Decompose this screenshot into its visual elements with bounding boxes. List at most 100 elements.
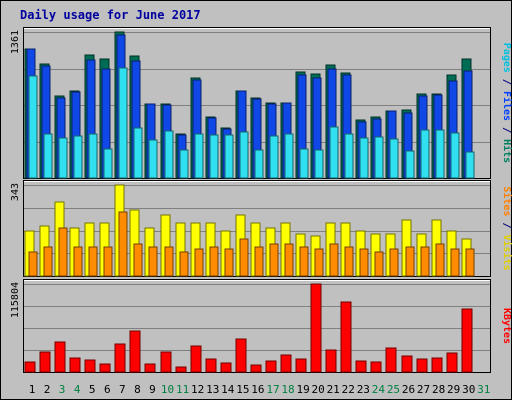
bar-bottom-kbytes-day-9	[144, 363, 156, 373]
bar-bottom-kbytes-day-13	[205, 358, 217, 373]
bar-middle-sites-day-3	[58, 227, 68, 277]
bar-middle-sites-day-29	[450, 248, 460, 277]
x-tick-label-day-6: 6	[104, 383, 111, 396]
bar-top-pages-day-15	[239, 131, 249, 179]
legend-text-top-1: /	[501, 73, 512, 91]
bar-bottom-kbytes-day-1	[24, 361, 36, 373]
x-tick-label-day-14: 14	[221, 383, 235, 396]
x-tick-label-day-31: 31	[477, 383, 490, 396]
bar-top-pages-day-24	[374, 136, 384, 179]
y-max-label-middle: 343	[10, 183, 21, 201]
bar-middle-sites-day-27	[420, 246, 430, 277]
bar-middle-sites-day-19	[299, 246, 309, 277]
bar-bottom-kbytes-day-16	[250, 364, 262, 373]
x-tick-label-day-2: 2	[44, 383, 51, 396]
x-tick-label-day-21: 21	[327, 383, 340, 396]
legend-text-bottom-0: KBytes	[501, 308, 512, 344]
panels-layer: 1361 Pages / Files / Hits 343 Sites / Visit…	[10, 27, 512, 373]
panel-middle: 343 Sites / Visits	[10, 180, 512, 277]
bar-top-pages-day-11	[179, 149, 189, 179]
bar-top-pages-day-26	[405, 150, 415, 179]
bar-top-pages-day-14	[224, 134, 234, 179]
legend-text-middle-2: Visits	[501, 235, 512, 271]
legend-text-middle-0: Sites	[501, 186, 512, 216]
bar-middle-sites-day-25	[389, 248, 399, 277]
bar-top-pages-day-28	[435, 129, 445, 179]
legend-text-top-0: Pages	[501, 43, 512, 73]
bar-top-pages-day-2	[43, 133, 53, 179]
bar-middle-sites-day-11	[179, 251, 189, 277]
bar-bottom-kbytes-day-30	[461, 308, 473, 373]
panel-top: 1361 Pages / Files / Hits	[10, 27, 512, 179]
panel-bottom: 115804 KBytes	[10, 279, 512, 373]
bar-top-pages-day-23	[359, 137, 369, 179]
x-tick-label-day-23: 23	[357, 383, 370, 396]
x-tick-label-day-22: 22	[342, 383, 355, 396]
bar-bottom-kbytes-day-27	[416, 358, 428, 373]
bar-middle-sites-day-4	[73, 246, 83, 277]
bar-bottom-kbytes-day-8	[129, 330, 141, 373]
legend-text-top-4: Hits	[501, 139, 512, 163]
bar-bottom-kbytes-day-17	[265, 360, 277, 373]
bar-bottom-kbytes-day-19	[295, 358, 307, 373]
bar-top-pages-day-27	[420, 129, 430, 179]
bar-middle-sites-day-18	[284, 243, 294, 277]
legend-bottom: KBytes	[501, 308, 512, 344]
bar-middle-sites-day-5	[88, 246, 98, 277]
x-tick-label-day-7: 7	[119, 383, 126, 396]
bar-top-pages-day-17	[269, 135, 279, 179]
bar-bottom-kbytes-day-18	[280, 354, 292, 373]
bar-middle-sites-day-26	[405, 246, 415, 277]
bar-bottom-kbytes-day-28	[431, 357, 443, 373]
legend-text-top-3: /	[501, 121, 512, 139]
x-tick-label-day-17: 17	[266, 383, 279, 396]
x-tick-label-day-19: 19	[296, 383, 309, 396]
bar-bottom-kbytes-day-6	[99, 363, 111, 373]
legend-middle: Sites / Visits	[501, 186, 512, 270]
x-tick-label-day-15: 15	[236, 383, 249, 396]
x-tick-label-day-13: 13	[206, 383, 219, 396]
x-tick-label-day-28: 28	[432, 383, 445, 396]
bar-top-pages-day-8	[133, 127, 143, 179]
x-tick-label-day-30: 30	[462, 383, 475, 396]
bar-bottom-kbytes-day-29	[446, 352, 458, 373]
bar-middle-sites-day-24	[374, 251, 384, 277]
bar-bottom-kbytes-day-24	[370, 361, 382, 373]
bar-middle-sites-day-22	[344, 246, 354, 277]
bar-bottom-kbytes-day-14	[220, 362, 232, 373]
bar-top-pages-day-4	[73, 135, 83, 179]
x-tick-label-day-20: 20	[312, 383, 325, 396]
legend-text-middle-1: /	[501, 216, 512, 234]
x-tick-label-day-8: 8	[134, 383, 141, 396]
bar-top-pages-day-10	[164, 130, 174, 179]
bar-top-pages-day-3	[58, 137, 68, 179]
x-tick-label-day-26: 26	[402, 383, 415, 396]
x-tick-label-day-25: 25	[387, 383, 400, 396]
bar-middle-sites-day-16	[254, 246, 264, 277]
bar-top-pages-day-13	[209, 134, 219, 179]
bar-bottom-kbytes-day-26	[401, 355, 413, 373]
legend-text-top-2: Files	[501, 91, 512, 121]
bar-middle-sites-day-9	[148, 246, 158, 277]
x-tick-label-day-27: 27	[417, 383, 430, 396]
legend-top: Pages / Files / Hits	[501, 43, 512, 163]
bar-middle-sites-day-20	[314, 248, 324, 277]
bar-top-pages-day-18	[284, 133, 294, 179]
x-tick-label-day-1: 1	[29, 383, 36, 396]
bar-middle-sites-day-10	[164, 246, 174, 277]
bar-top-pages-day-6	[103, 148, 113, 179]
bar-top-pages-day-20	[314, 149, 324, 179]
bar-middle-sites-day-1	[28, 251, 38, 277]
bar-bottom-kbytes-day-21	[325, 349, 337, 373]
y-max-label-bottom: 115804	[10, 282, 21, 318]
bar-bottom-kbytes-day-23	[355, 360, 367, 373]
x-axis-labels: 1 2 3 4 5 6 7 8 9 10 11 12 13 14 15 16 17 18 19 20 21 22 23 24 2…	[29, 383, 491, 396]
x-tick-label-day-3: 3	[59, 383, 66, 396]
bar-bottom-kbytes-day-12	[190, 345, 202, 373]
bar-middle-sites-day-17	[269, 243, 279, 277]
bar-middle-sites-day-2	[43, 246, 53, 277]
chart-title: Daily usage for June 2017	[20, 8, 201, 22]
x-tick-label-day-12: 12	[191, 383, 204, 396]
bar-top-pages-day-5	[88, 133, 98, 179]
